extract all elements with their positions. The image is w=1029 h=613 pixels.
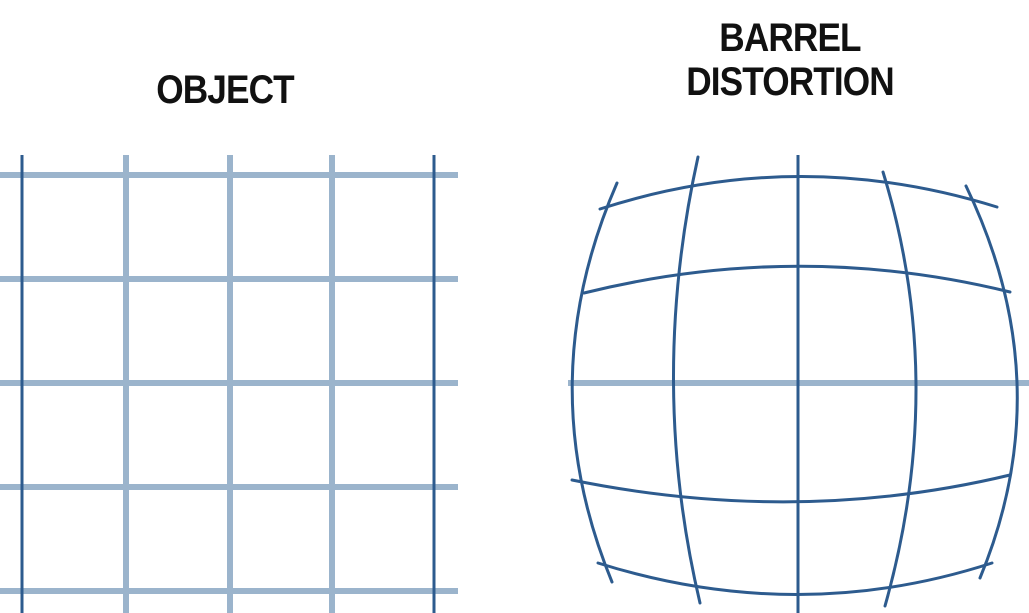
barrel-grid-vertical-curve (964, 184, 1019, 580)
barrel-grid-horizontal-curve (570, 473, 1012, 504)
barrel-grid-horizontal-curve (596, 561, 994, 596)
barrel-distortion-label: BARREL DISTORTION (649, 16, 931, 104)
barrel-grid-vertical-curve (672, 155, 702, 605)
object-label: OBJECT (156, 68, 294, 112)
barrel-grid-vertical-curve (881, 170, 918, 608)
object-grid (0, 155, 458, 613)
barrel-label-line2: DISTORTION (686, 60, 895, 104)
barrel-label-line1: BARREL (719, 16, 861, 60)
barrel-grid (568, 155, 1029, 613)
barrel-grid-vertical-curve (570, 181, 619, 584)
